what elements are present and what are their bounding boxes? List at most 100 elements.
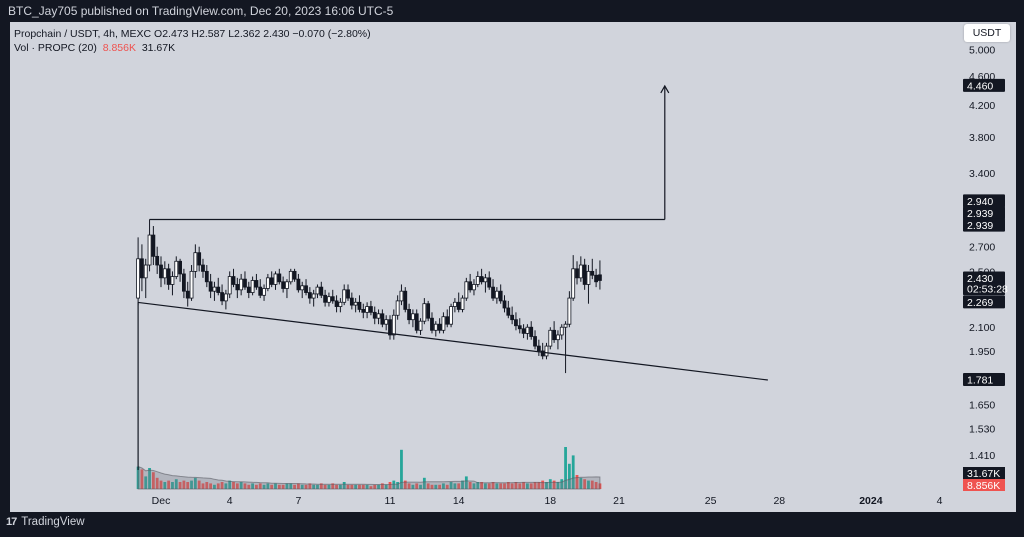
candle-body bbox=[174, 260, 179, 277]
volume-bar bbox=[365, 484, 369, 489]
volume-bar bbox=[209, 483, 213, 489]
candle-body bbox=[285, 281, 289, 289]
candle-body bbox=[342, 289, 347, 303]
candle-body bbox=[338, 301, 343, 307]
y-tick-label: 1.650 bbox=[969, 400, 995, 412]
volume-label: 31.67K bbox=[963, 467, 1005, 480]
volume-bar bbox=[262, 484, 266, 489]
candle-body bbox=[307, 292, 312, 299]
volume-bar bbox=[514, 482, 518, 489]
candle-body bbox=[449, 306, 453, 325]
currency-button[interactable]: USDT bbox=[964, 24, 1010, 42]
price-label-text: 2.940 bbox=[967, 196, 993, 208]
candle-body bbox=[147, 234, 152, 266]
volume-bar bbox=[445, 484, 449, 489]
volume-bar bbox=[193, 477, 197, 489]
candle-body bbox=[323, 294, 328, 303]
candle-body bbox=[292, 270, 297, 280]
volume-bar bbox=[358, 484, 361, 489]
price-label: 2.940 bbox=[963, 194, 1005, 208]
candle-body bbox=[380, 313, 385, 325]
candle-body bbox=[468, 281, 473, 291]
volume-bar bbox=[571, 455, 575, 489]
candle-body bbox=[250, 280, 255, 293]
volume-bar bbox=[403, 480, 407, 489]
candle-body bbox=[201, 264, 205, 272]
volume-bar bbox=[526, 483, 529, 489]
candle-body bbox=[388, 319, 392, 336]
volume-bar bbox=[587, 480, 590, 489]
price-label-box bbox=[963, 206, 1005, 220]
candle-body bbox=[498, 290, 503, 302]
candle-body bbox=[441, 316, 446, 331]
volume-bar bbox=[590, 480, 594, 489]
volume-bar bbox=[350, 484, 354, 489]
candle-body bbox=[529, 326, 534, 337]
candle-body bbox=[483, 277, 488, 283]
volume-bar bbox=[388, 482, 392, 489]
candle-body bbox=[162, 268, 167, 279]
candle-body bbox=[346, 289, 350, 299]
candle-body bbox=[559, 326, 564, 336]
candle-body bbox=[353, 301, 358, 306]
y-tick-label: 2.100 bbox=[969, 322, 995, 334]
x-tick-label: 28 bbox=[773, 495, 785, 507]
candle-body bbox=[269, 277, 274, 285]
volume-bar bbox=[331, 483, 335, 489]
volume-bar bbox=[400, 449, 403, 489]
volume-bar bbox=[545, 482, 548, 489]
candle-body bbox=[288, 270, 293, 283]
y-tick-label: 1.950 bbox=[969, 346, 995, 358]
volume-bar bbox=[285, 483, 289, 489]
volume-ma-area bbox=[137, 465, 601, 490]
candle-body bbox=[178, 260, 182, 275]
volume-bar bbox=[235, 483, 239, 489]
candle-body bbox=[212, 286, 217, 292]
volume-label-box bbox=[963, 467, 1005, 479]
volume-bar bbox=[422, 477, 426, 489]
candle-body bbox=[525, 326, 530, 334]
candle-body bbox=[296, 278, 301, 291]
volume-bar bbox=[419, 484, 422, 489]
volume-bar bbox=[411, 484, 415, 489]
candle-body bbox=[464, 281, 469, 299]
candle-body bbox=[414, 313, 419, 331]
volume-bar bbox=[174, 479, 178, 489]
y-tick-label: 2.700 bbox=[969, 242, 995, 254]
volume-bar bbox=[144, 476, 148, 489]
volume-bar bbox=[476, 482, 480, 489]
candle-body bbox=[514, 319, 518, 327]
candle-body bbox=[334, 300, 339, 307]
volume-bar bbox=[213, 484, 216, 489]
tradingview-logo-icon: 17 bbox=[6, 516, 17, 528]
candle-body bbox=[159, 264, 163, 279]
volume-bar bbox=[449, 482, 453, 489]
candle-body bbox=[357, 301, 362, 310]
volume-bar bbox=[380, 483, 384, 489]
volume-bar bbox=[148, 468, 151, 489]
candle-body bbox=[456, 301, 461, 310]
y-tick-label: 3.400 bbox=[969, 168, 995, 180]
volume-bar bbox=[426, 483, 430, 489]
volume-bar bbox=[430, 484, 434, 489]
volume-bar bbox=[583, 479, 587, 489]
candle-body bbox=[185, 290, 190, 299]
candle-body bbox=[475, 276, 480, 285]
candle-body bbox=[575, 268, 579, 279]
volume-bar bbox=[556, 482, 560, 489]
candle-body bbox=[327, 296, 331, 303]
candle-body bbox=[437, 323, 442, 331]
candle-body bbox=[460, 297, 465, 310]
publisher-line: BTC_Jay705 published on TradingView.com,… bbox=[8, 4, 394, 18]
candle-body bbox=[491, 286, 495, 299]
footer-branding[interactable]: 17 TradingView bbox=[6, 516, 85, 528]
target-arrow-head bbox=[660, 84, 670, 94]
candle-body bbox=[235, 284, 240, 291]
price-label-text: 2.269 bbox=[967, 297, 993, 309]
price-label: 1.781 bbox=[963, 373, 1005, 387]
candle-body bbox=[487, 277, 492, 288]
candle-body bbox=[452, 301, 457, 307]
candle-body bbox=[445, 316, 450, 325]
volume-bar bbox=[342, 482, 346, 489]
